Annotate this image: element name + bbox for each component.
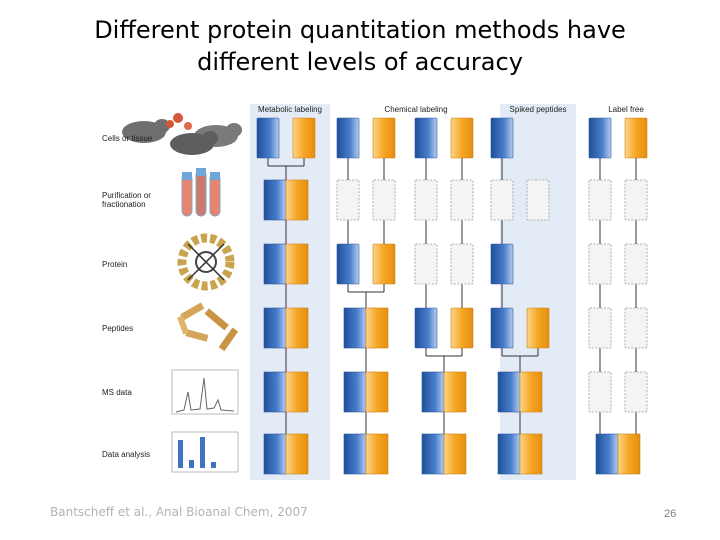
merged-blue-half bbox=[263, 307, 287, 349]
empty-stage-box bbox=[336, 179, 360, 221]
empty-stage-box bbox=[624, 307, 648, 349]
merged-orange-half bbox=[285, 433, 309, 475]
row-label: Protein bbox=[102, 260, 127, 269]
citation: Bantscheff et al., Anal Bioanal Chem, 20… bbox=[50, 505, 308, 519]
merged-orange-half bbox=[285, 307, 309, 349]
orange-sample-box bbox=[292, 117, 316, 159]
merged-blue-half bbox=[263, 433, 287, 475]
empty-stage-box bbox=[588, 307, 612, 349]
column-header: Spiked peptides bbox=[510, 105, 567, 114]
orange-sample-box bbox=[624, 117, 648, 159]
empty-stage-box bbox=[490, 179, 514, 221]
protein-structure-icon bbox=[177, 233, 235, 291]
column-band bbox=[250, 104, 330, 480]
workflow-column bbox=[414, 117, 474, 475]
merged-blue-half bbox=[497, 371, 521, 413]
merged-orange-half bbox=[365, 307, 389, 349]
orange-sample-box bbox=[450, 307, 474, 349]
mice-icon bbox=[122, 113, 242, 155]
merged-orange-half bbox=[519, 371, 543, 413]
workflow-column bbox=[490, 117, 550, 475]
merged-orange-half bbox=[617, 433, 641, 475]
blue-sample-box bbox=[256, 117, 280, 159]
workflow-diagram: Cells or tissue Purification or fractionat… bbox=[102, 104, 648, 480]
orange-sample-box bbox=[526, 307, 550, 349]
empty-stage-box bbox=[624, 243, 648, 285]
slide-number: 26 bbox=[664, 508, 677, 520]
merged-orange-half bbox=[285, 243, 309, 285]
merged-blue-half bbox=[343, 371, 367, 413]
peptides-icon bbox=[177, 302, 239, 352]
ms-spectrum-icon bbox=[171, 369, 239, 415]
title-line-1: Different protein quantitation methods h… bbox=[94, 16, 626, 44]
workflow-column bbox=[256, 117, 316, 475]
orange-sample-box bbox=[372, 243, 396, 285]
row-label: MS data bbox=[102, 388, 132, 397]
row-label: Cells or tissue bbox=[102, 134, 153, 143]
row-labels: Cells or tissue Purification or fractionat… bbox=[102, 134, 153, 459]
column-headers: Metabolic labeling Chemical labeling Spike… bbox=[258, 105, 644, 114]
row-label: Data analysis bbox=[102, 450, 150, 459]
merged-orange-half bbox=[519, 433, 543, 475]
merged-orange-half bbox=[365, 371, 389, 413]
workflow-column bbox=[588, 117, 648, 475]
merged-orange-half bbox=[365, 433, 389, 475]
title-line-2: different levels of accuracy bbox=[197, 48, 523, 76]
merged-blue-half bbox=[343, 307, 367, 349]
blue-sample-box bbox=[588, 117, 612, 159]
merged-blue-half bbox=[263, 243, 287, 285]
empty-stage-box bbox=[372, 179, 396, 221]
column-band bbox=[500, 104, 576, 480]
blue-sample-box bbox=[414, 307, 438, 349]
bar-chart-icon bbox=[171, 431, 239, 473]
blue-sample-box bbox=[414, 117, 438, 159]
empty-stage-box bbox=[450, 179, 474, 221]
orange-sample-box bbox=[372, 117, 396, 159]
column-header: Label free bbox=[608, 105, 644, 114]
slide-title: Different protein quantitation methods h… bbox=[60, 14, 660, 78]
empty-stage-box bbox=[588, 371, 612, 413]
row-label: Purification or fractionation bbox=[102, 191, 151, 209]
stage-icons bbox=[122, 113, 242, 473]
empty-stage-box bbox=[526, 179, 550, 221]
empty-stage-box bbox=[588, 243, 612, 285]
merged-orange-half bbox=[285, 371, 309, 413]
merged-blue-half bbox=[497, 433, 521, 475]
merged-blue-half bbox=[343, 433, 367, 475]
orange-sample-box bbox=[450, 117, 474, 159]
empty-stage-box bbox=[588, 179, 612, 221]
merged-blue-half bbox=[595, 433, 619, 475]
merged-blue-half bbox=[421, 371, 445, 413]
merged-blue-half bbox=[263, 371, 287, 413]
column-header: Metabolic labeling bbox=[258, 105, 322, 114]
column-header: Chemical labeling bbox=[384, 105, 447, 114]
empty-stage-box bbox=[450, 243, 474, 285]
empty-stage-box bbox=[624, 179, 648, 221]
row-label: Peptides bbox=[102, 324, 133, 333]
empty-stage-box bbox=[414, 179, 438, 221]
empty-stage-box bbox=[414, 243, 438, 285]
test-tubes-icon bbox=[181, 168, 221, 217]
blue-sample-box bbox=[336, 243, 360, 285]
blue-sample-box bbox=[490, 307, 514, 349]
workflow-columns bbox=[256, 117, 648, 475]
merged-orange-half bbox=[443, 371, 467, 413]
column-bands bbox=[250, 104, 576, 480]
merged-blue-half bbox=[263, 179, 287, 221]
merged-blue-half bbox=[421, 433, 445, 475]
merged-orange-half bbox=[285, 179, 309, 221]
blue-sample-box bbox=[336, 117, 360, 159]
blue-sample-box bbox=[490, 243, 514, 285]
workflow-column bbox=[336, 117, 396, 475]
merged-orange-half bbox=[443, 433, 467, 475]
blue-sample-box bbox=[490, 117, 514, 159]
empty-stage-box bbox=[624, 371, 648, 413]
